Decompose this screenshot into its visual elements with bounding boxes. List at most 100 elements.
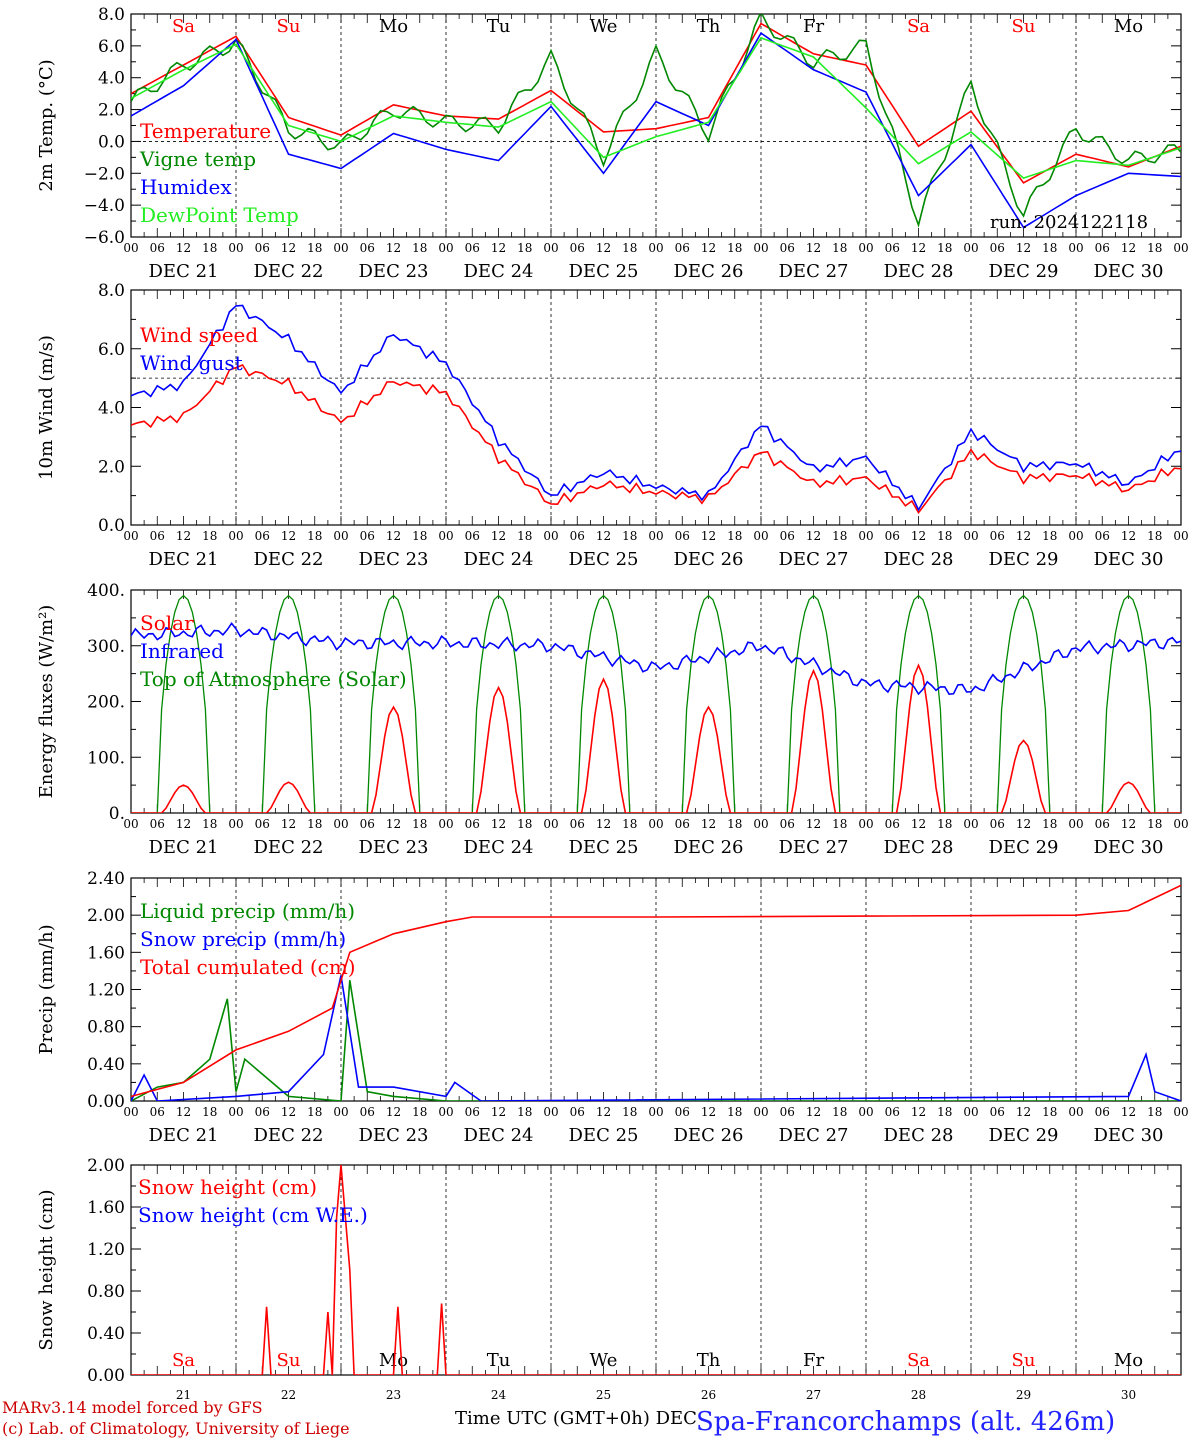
x-hour-label: 00	[858, 817, 873, 831]
x-hour-label: 12	[596, 817, 611, 831]
x-hour-label: 12	[806, 817, 821, 831]
x-hour-label: 00	[1068, 529, 1083, 543]
weekday-label: Mo	[379, 16, 408, 37]
x-hour-label: 06	[675, 1105, 690, 1119]
x-hour-label: 06	[255, 529, 270, 543]
legend-entry: Humidex	[140, 175, 232, 199]
x-hour-label: 18	[202, 529, 217, 543]
x-hour-label: 12	[701, 529, 716, 543]
x-hour-label: 12	[386, 529, 401, 543]
legend-entry: Infrared	[140, 639, 224, 663]
x-hour-label: 18	[1147, 817, 1162, 831]
x-hour-label: 12	[1016, 529, 1031, 543]
x-hour-label: 12	[911, 529, 926, 543]
y-tick-label: 1.60	[87, 1198, 125, 1218]
y-tick-label: 0.00	[87, 1366, 125, 1386]
x-date-label: DEC 26	[674, 1125, 744, 1146]
x-day-number: 26	[701, 1388, 716, 1402]
x-hour-label: 06	[990, 241, 1005, 255]
x-hour-label: 06	[780, 241, 795, 255]
y-tick-label: 2.0	[98, 101, 125, 121]
x-hour-label: 06	[255, 1105, 270, 1119]
x-hour-label: 12	[176, 529, 191, 543]
x-hour-label: 12	[176, 1105, 191, 1119]
x-hour-label: 00	[333, 817, 348, 831]
x-hour-label: 18	[937, 1105, 952, 1119]
footer-model: MARv3.14 model forced by GFS	[2, 1398, 263, 1417]
y-tick-label: 400.	[87, 581, 125, 601]
y-axis-label: Snow height (cm)	[36, 1189, 57, 1350]
x-day-number: 29	[1016, 1388, 1031, 1402]
x-hour-label: 12	[911, 817, 926, 831]
x-date-label: DEC 27	[779, 837, 849, 858]
series-line-1	[131, 306, 1181, 510]
y-tick-label: 4.0	[98, 399, 125, 419]
y-tick-label: 0.40	[87, 1324, 125, 1344]
weekday-label: Sa	[907, 16, 930, 37]
x-hour-label: 12	[386, 241, 401, 255]
x-hour-label: 00	[753, 529, 768, 543]
x-hour-label: 18	[1147, 1105, 1162, 1119]
x-hour-label: 12	[281, 241, 296, 255]
weekday-label: We	[590, 1350, 618, 1371]
x-hour-label: 12	[491, 1105, 506, 1119]
x-hour-label: 18	[517, 817, 532, 831]
meteogram: 8.06.04.02.00.0−2.0−4.0−6.02m Temp. (°C)…	[0, 0, 1194, 1440]
y-tick-label: 2.00	[87, 1156, 125, 1176]
x-hour-label: 18	[412, 1105, 427, 1119]
legend-entry: Vigne temp	[139, 147, 256, 171]
y-tick-label: 0.40	[87, 1055, 125, 1075]
x-hour-label: 00	[1173, 241, 1188, 255]
x-hour-label: 06	[1095, 817, 1110, 831]
panel-1: 8.06.04.02.00.0−2.0−4.0−6.02m Temp. (°C)…	[36, 5, 1189, 282]
x-hour-label: 00	[543, 1105, 558, 1119]
x-hour-label: 00	[963, 241, 978, 255]
x-hour-label: 18	[307, 241, 322, 255]
legend-entry: Snow precip (mm/h)	[140, 927, 346, 951]
x-hour-label: 06	[990, 1105, 1005, 1119]
x-hour-label: 12	[1016, 1105, 1031, 1119]
x-date-label: DEC 29	[989, 261, 1059, 282]
x-hour-label: 18	[832, 817, 847, 831]
x-hour-label: 00	[438, 1105, 453, 1119]
x-hour-label: 12	[176, 817, 191, 831]
x-hour-label: 18	[1042, 241, 1057, 255]
x-date-label: DEC 25	[569, 837, 639, 858]
x-hour-label: 00	[1068, 241, 1083, 255]
panel-2: 8.0 6.0 4.0 2.0 0.0 10m Wind (m/s) 00 06 12 18 DEC…	[36, 281, 1189, 570]
y-tick-label: 2.0	[98, 457, 125, 477]
x-date-label: DEC 21	[149, 261, 219, 282]
panel-4: 2.402.001.601.200.800.400.00Precip (mm/h…	[36, 869, 1189, 1146]
x-hour-label: 06	[990, 817, 1005, 831]
x-hour-label: 06	[885, 1105, 900, 1119]
y-tick-label: 2.40	[87, 869, 125, 889]
y-tick-label: 6.0	[98, 340, 125, 360]
x-hour-label: 00	[753, 817, 768, 831]
y-tick-label: 0.80	[87, 1018, 125, 1038]
x-hour-label: 06	[465, 817, 480, 831]
x-hour-label: 00	[543, 241, 558, 255]
x-hour-label: 00	[228, 241, 243, 255]
x-hour-label: 00	[123, 241, 138, 255]
x-hour-label: 12	[281, 529, 296, 543]
y-tick-label: −2.0	[84, 164, 125, 184]
x-hour-label: 00	[1068, 817, 1083, 831]
x-hour-label: 12	[1016, 241, 1031, 255]
y-axis-label: 2m Temp. (°C)	[36, 59, 57, 191]
x-date-label: DEC 30	[1094, 1125, 1164, 1146]
x-hour-label: 00	[648, 817, 663, 831]
x-date-label: DEC 21	[149, 1125, 219, 1146]
x-date-label: DEC 26	[674, 549, 744, 570]
x-hour-label: 06	[990, 529, 1005, 543]
y-tick-label: 6.0	[98, 37, 125, 57]
plot-frame	[131, 590, 1181, 813]
x-hour-label: 18	[937, 241, 952, 255]
legend-entry: Snow height (cm W.E.)	[138, 1203, 368, 1227]
x-hour-label: 12	[911, 1105, 926, 1119]
x-date-label: DEC 26	[674, 261, 744, 282]
x-day-number: 27	[806, 1388, 821, 1402]
legend-entry: Liquid precip (mm/h)	[140, 899, 355, 923]
x-hour-label: 06	[780, 529, 795, 543]
x-hour-label: 18	[1042, 529, 1057, 543]
x-date-label: DEC 25	[569, 1125, 639, 1146]
